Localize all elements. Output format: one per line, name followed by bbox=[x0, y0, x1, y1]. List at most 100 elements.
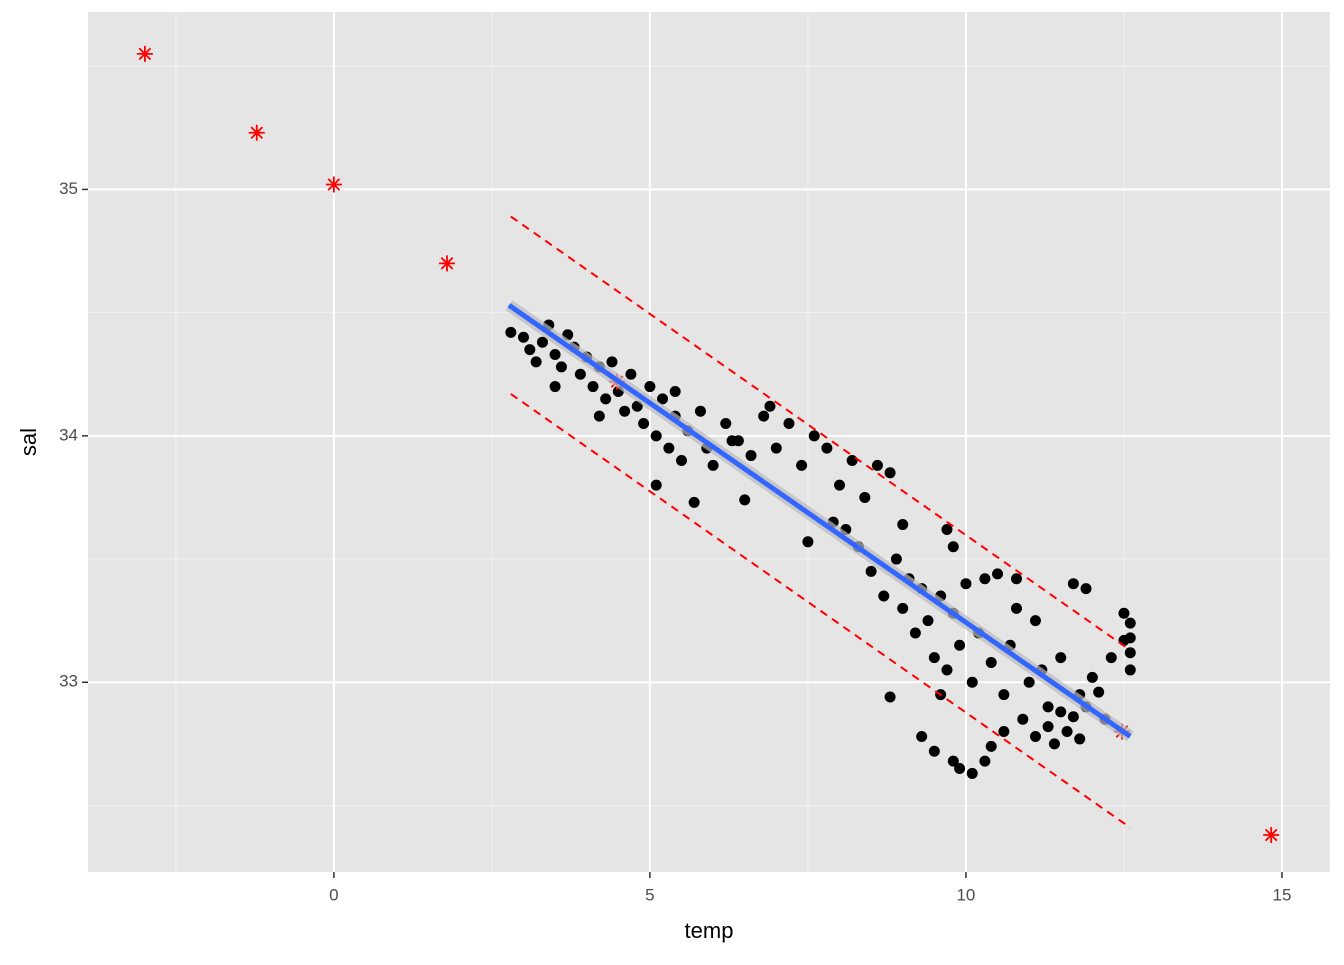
point bbox=[517, 331, 529, 343]
point bbox=[1086, 671, 1098, 683]
x-tick-label: 5 bbox=[645, 885, 654, 904]
point bbox=[593, 410, 605, 422]
point bbox=[1061, 726, 1073, 738]
point bbox=[770, 442, 782, 454]
point bbox=[1029, 730, 1041, 742]
point bbox=[998, 689, 1010, 701]
y-axis-label: sal bbox=[16, 428, 41, 456]
y-tick-label: 35 bbox=[59, 179, 78, 198]
point bbox=[1067, 578, 1079, 590]
point bbox=[694, 405, 706, 417]
point bbox=[1010, 602, 1022, 614]
point bbox=[1048, 738, 1060, 750]
point bbox=[650, 430, 662, 442]
point bbox=[758, 410, 770, 422]
point bbox=[1029, 615, 1041, 627]
point bbox=[1105, 652, 1117, 664]
x-tick-label: 10 bbox=[956, 885, 975, 904]
x-tick-label: 15 bbox=[1273, 885, 1292, 904]
point bbox=[947, 541, 959, 553]
point bbox=[954, 763, 966, 775]
point bbox=[992, 568, 1004, 580]
point bbox=[1080, 583, 1092, 595]
point bbox=[922, 615, 934, 627]
point bbox=[726, 435, 738, 447]
star-point bbox=[325, 176, 342, 193]
point bbox=[1124, 617, 1136, 629]
point bbox=[802, 536, 814, 548]
point bbox=[783, 418, 795, 430]
point bbox=[606, 356, 618, 368]
point bbox=[928, 745, 940, 757]
point bbox=[625, 368, 637, 380]
point bbox=[998, 726, 1010, 738]
point bbox=[909, 627, 921, 639]
point bbox=[555, 361, 567, 373]
point bbox=[859, 491, 871, 503]
point bbox=[663, 442, 675, 454]
point bbox=[954, 639, 966, 651]
point bbox=[1093, 686, 1105, 698]
point bbox=[897, 519, 909, 531]
point bbox=[644, 381, 656, 393]
star-point bbox=[439, 255, 456, 272]
point bbox=[1124, 664, 1136, 676]
fit-line bbox=[507, 303, 1132, 739]
point bbox=[1055, 652, 1067, 664]
point bbox=[985, 657, 997, 669]
point bbox=[549, 349, 561, 361]
point bbox=[676, 454, 688, 466]
point bbox=[890, 553, 902, 565]
point bbox=[979, 755, 991, 767]
star-point bbox=[248, 124, 265, 141]
x-axis-label: temp bbox=[685, 918, 734, 943]
point bbox=[941, 664, 953, 676]
point bbox=[979, 573, 991, 585]
point bbox=[1017, 713, 1029, 725]
point bbox=[574, 368, 586, 380]
point bbox=[878, 590, 890, 602]
point bbox=[707, 459, 719, 471]
point bbox=[638, 418, 650, 430]
point bbox=[524, 344, 536, 356]
point bbox=[884, 467, 896, 479]
point bbox=[1042, 701, 1054, 713]
point bbox=[884, 691, 896, 703]
point bbox=[1118, 607, 1130, 619]
point bbox=[764, 400, 776, 412]
point bbox=[960, 578, 972, 590]
point bbox=[1067, 711, 1079, 723]
point bbox=[669, 385, 681, 397]
point bbox=[1124, 647, 1136, 659]
point bbox=[600, 393, 612, 405]
point bbox=[966, 767, 978, 779]
y-tick-label: 33 bbox=[59, 672, 78, 691]
point bbox=[739, 494, 751, 506]
point bbox=[1023, 676, 1035, 688]
point bbox=[1042, 721, 1054, 733]
point bbox=[549, 381, 561, 393]
point bbox=[846, 454, 858, 466]
star-point bbox=[1263, 827, 1280, 844]
point bbox=[631, 400, 643, 412]
point bbox=[536, 336, 548, 348]
point bbox=[530, 356, 542, 368]
point bbox=[650, 479, 662, 491]
point bbox=[871, 459, 883, 471]
star-point bbox=[136, 45, 153, 62]
point bbox=[897, 602, 909, 614]
point bbox=[688, 496, 700, 508]
point bbox=[505, 326, 517, 338]
point bbox=[1074, 733, 1086, 745]
point bbox=[745, 450, 757, 462]
point bbox=[720, 418, 732, 430]
point bbox=[865, 565, 877, 577]
x-tick-label: 0 bbox=[329, 885, 338, 904]
point bbox=[928, 652, 940, 664]
point bbox=[619, 405, 631, 417]
y-tick-label: 34 bbox=[59, 425, 78, 444]
point bbox=[941, 523, 953, 535]
prediction-line bbox=[510, 393, 1131, 829]
point bbox=[966, 676, 978, 688]
